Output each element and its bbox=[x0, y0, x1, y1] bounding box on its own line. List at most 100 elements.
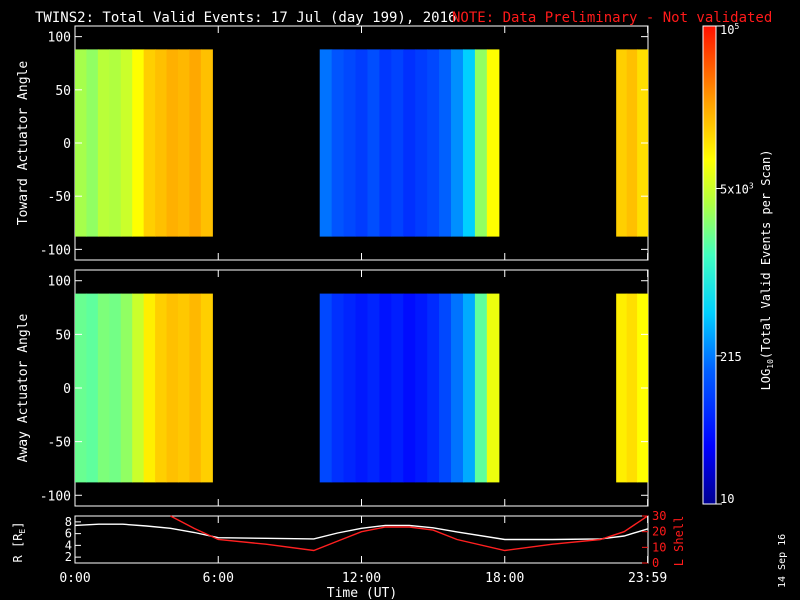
xtick-label: 6:00 bbox=[203, 571, 234, 586]
heatmap-cell bbox=[166, 293, 179, 483]
orbit-rtick-label: 30 bbox=[652, 509, 666, 523]
heatmap-cell bbox=[343, 293, 357, 483]
heatmap-cell bbox=[132, 49, 145, 237]
xtick-label: 0:00 bbox=[59, 571, 90, 586]
heatmap-cell bbox=[403, 293, 416, 483]
heatmap-cell bbox=[132, 293, 145, 483]
heatmap-cell bbox=[474, 293, 488, 483]
heatmap-cell bbox=[486, 49, 500, 237]
heatmap-cell bbox=[379, 293, 392, 483]
heatmap-cell bbox=[155, 49, 168, 237]
heatmap-cell bbox=[415, 293, 428, 483]
heatmap-cell bbox=[155, 293, 168, 483]
ytick-label: -50 bbox=[48, 436, 71, 451]
heatmap-cell bbox=[355, 49, 369, 237]
ytick-label: 50 bbox=[55, 328, 71, 343]
heatmap-cell bbox=[120, 293, 133, 483]
heatmap-cell bbox=[319, 293, 333, 483]
heatmap-cell bbox=[462, 293, 476, 483]
heatmap-cell bbox=[462, 49, 476, 237]
ytick-label: 100 bbox=[48, 31, 71, 46]
heatmap-cell bbox=[626, 49, 638, 237]
heatmap-cell bbox=[626, 293, 638, 483]
orbit-ylabel-right: L Shell bbox=[672, 516, 686, 567]
orbit-rtick-label: 10 bbox=[652, 540, 666, 554]
orbit-rtick-label: 20 bbox=[652, 525, 666, 539]
toward-yticks: 100 50 0 -50 -100 bbox=[40, 31, 648, 258]
x-axis-label: Time (UT) bbox=[327, 586, 397, 600]
plot-title: TWINS2: Total Valid Events: 17 Jul (day … bbox=[35, 10, 456, 26]
orbit-ylabel-left-sub: E bbox=[18, 529, 27, 534]
date-stamp: 14 Sep 16 bbox=[777, 534, 788, 588]
heatmap-cell bbox=[166, 49, 179, 237]
heatmap-cell bbox=[109, 49, 122, 237]
away-heatmap bbox=[75, 293, 649, 483]
heatmap-cell bbox=[391, 49, 404, 237]
ytick-label: -100 bbox=[40, 489, 71, 504]
away-panel: 100 50 0 -50 -100 Away Actuator Angle bbox=[16, 269, 649, 507]
heatmap-cell bbox=[200, 293, 213, 483]
heatmap-cell bbox=[427, 49, 440, 237]
away-ylabel: Away Actuator Angle bbox=[16, 313, 31, 462]
heatmap-cell bbox=[474, 49, 488, 237]
heatmap-cell bbox=[109, 293, 122, 483]
heatmap-cell bbox=[415, 49, 428, 237]
toward-heatmap bbox=[75, 49, 649, 237]
ytick-label: -50 bbox=[48, 190, 71, 205]
heatmap-cell bbox=[143, 293, 156, 483]
ytick-label: 100 bbox=[48, 275, 71, 290]
heatmap-cell bbox=[97, 293, 110, 483]
xtick-label: 23:59 bbox=[628, 571, 667, 586]
heatmap-cell bbox=[355, 293, 369, 483]
orbit-ytick-label: 8 bbox=[65, 515, 72, 529]
heatmap-cell bbox=[616, 293, 628, 483]
heatmap-cell bbox=[451, 293, 464, 483]
heatmap-cell bbox=[177, 49, 190, 237]
colorbar-tick-label: 105 bbox=[720, 22, 739, 37]
heatmap-cell bbox=[189, 293, 202, 483]
orbit-ytick-label: 2 bbox=[65, 550, 72, 564]
heatmap-cell bbox=[120, 49, 133, 237]
ytick-label: -100 bbox=[40, 243, 71, 258]
heatmap-cell bbox=[367, 49, 381, 237]
orbit-series-line bbox=[170, 515, 648, 552]
orbit-ylabel-left: R [RE] bbox=[11, 522, 27, 563]
heatmap-cell bbox=[367, 293, 381, 483]
xtick-label: 18:00 bbox=[485, 571, 524, 586]
orbit-lines bbox=[74, 515, 648, 552]
heatmap-cell bbox=[439, 293, 452, 483]
heatmap-cell bbox=[379, 49, 392, 237]
x-axis: 0:00 6:00 12:00 18:00 23:59 bbox=[59, 26, 667, 586]
colorbar bbox=[702, 25, 717, 505]
away-yticks: 100 50 0 -50 -100 bbox=[40, 275, 648, 504]
ytick-label: 0 bbox=[63, 137, 71, 152]
ytick-label: 0 bbox=[63, 382, 71, 397]
heatmap-cell bbox=[331, 293, 345, 483]
ytick-label: 50 bbox=[55, 84, 71, 99]
colorbar-tick-label: 10 bbox=[720, 492, 734, 506]
heatmap-cell bbox=[451, 49, 464, 237]
heatmap-cell bbox=[97, 49, 110, 237]
heatmap-cell bbox=[143, 49, 156, 237]
orbit-ytick-label: 4 bbox=[65, 538, 72, 552]
orbit-ytick-label: 6 bbox=[65, 527, 72, 541]
heatmap-cell bbox=[200, 49, 213, 237]
data-note: NOTE: Data Preliminary - Not validated bbox=[452, 10, 772, 26]
heatmap-cell bbox=[331, 49, 345, 237]
heatmap-cell bbox=[343, 49, 357, 237]
heatmap-cell bbox=[439, 49, 452, 237]
orbit-series-line bbox=[74, 523, 648, 541]
colorbar-tick-label: 215 bbox=[720, 350, 742, 364]
heatmap-cell bbox=[189, 49, 202, 237]
toward-ylabel: Toward Actuator Angle bbox=[16, 61, 31, 226]
colorbar-tick-label: 5x103 bbox=[720, 182, 754, 197]
heatmap-cell bbox=[391, 293, 404, 483]
heatmap-cell bbox=[86, 293, 99, 483]
heatmap-cell bbox=[427, 293, 440, 483]
colorbar-ticks: 105 5x103 215 10 bbox=[716, 22, 754, 506]
heatmap-cell bbox=[486, 293, 500, 483]
heatmap-cell bbox=[86, 49, 99, 237]
toward-panel: 100 50 0 -50 -100 Toward Actuator Angle bbox=[16, 25, 649, 261]
